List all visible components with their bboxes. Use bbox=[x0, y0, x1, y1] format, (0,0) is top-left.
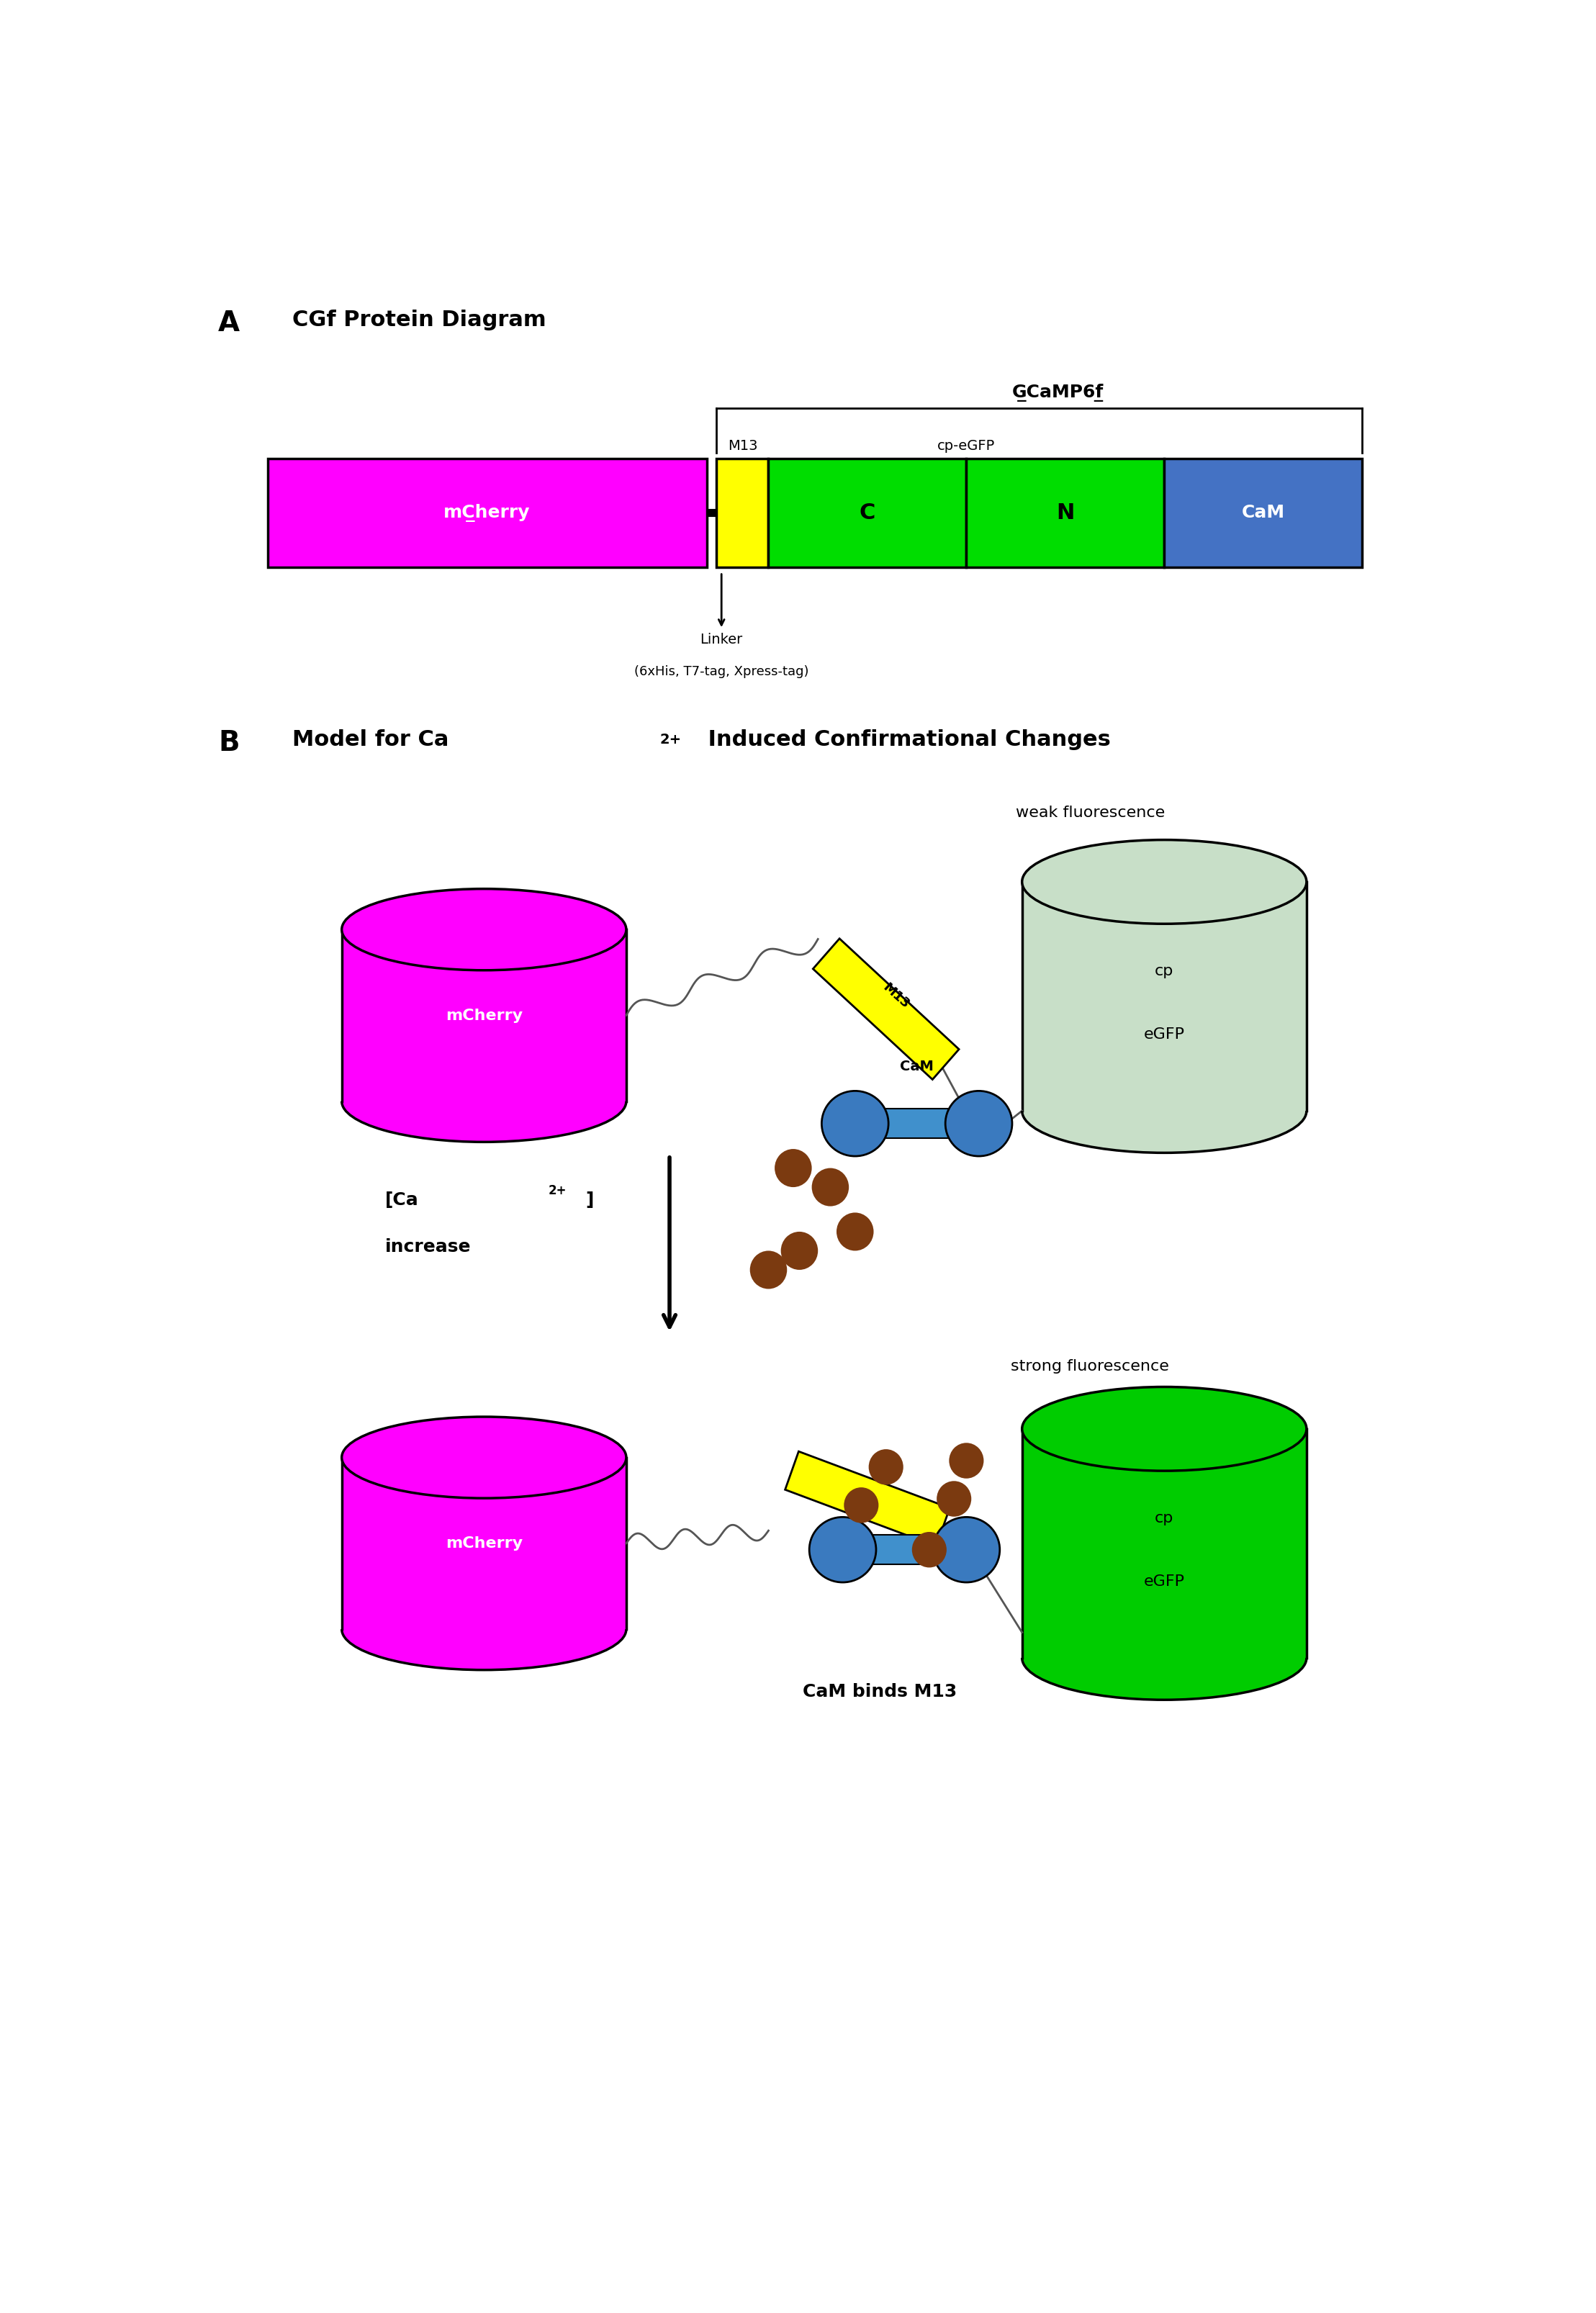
Bar bbox=[1163, 458, 1361, 567]
Text: A: A bbox=[219, 310, 239, 338]
Polygon shape bbox=[342, 1457, 626, 1628]
Text: CaM: CaM bbox=[900, 1059, 934, 1073]
Ellipse shape bbox=[945, 1092, 1012, 1156]
Bar bbox=[268, 458, 707, 567]
Ellipse shape bbox=[934, 1517, 999, 1582]
Ellipse shape bbox=[780, 1231, 819, 1270]
Ellipse shape bbox=[342, 1418, 626, 1499]
Ellipse shape bbox=[844, 1487, 878, 1522]
Bar bbox=[768, 458, 966, 567]
Ellipse shape bbox=[937, 1480, 972, 1517]
Bar bbox=[855, 1108, 978, 1138]
Ellipse shape bbox=[950, 1443, 983, 1478]
Text: B: B bbox=[219, 729, 239, 756]
Polygon shape bbox=[1021, 1429, 1307, 1658]
Text: eGFP: eGFP bbox=[1144, 1575, 1184, 1589]
Ellipse shape bbox=[342, 888, 626, 969]
Text: cp: cp bbox=[1156, 965, 1173, 978]
Text: strong fluorescence: strong fluorescence bbox=[1010, 1360, 1170, 1374]
Ellipse shape bbox=[868, 1450, 903, 1485]
Text: CaM: CaM bbox=[1242, 504, 1285, 520]
Ellipse shape bbox=[774, 1150, 812, 1187]
Polygon shape bbox=[812, 939, 959, 1080]
Text: cp-eGFP: cp-eGFP bbox=[937, 439, 996, 453]
Text: (6xHis, T7-tag, Xpress-tag): (6xHis, T7-tag, Xpress-tag) bbox=[634, 664, 809, 678]
Text: 2+: 2+ bbox=[659, 733, 681, 747]
Text: cp: cp bbox=[1156, 1510, 1173, 1524]
Polygon shape bbox=[342, 930, 626, 1101]
Ellipse shape bbox=[1021, 1069, 1307, 1152]
Ellipse shape bbox=[812, 1168, 849, 1207]
Text: Linker: Linker bbox=[701, 634, 742, 648]
Bar bbox=[966, 458, 1163, 567]
Ellipse shape bbox=[911, 1531, 946, 1568]
Bar bbox=[717, 458, 769, 567]
Ellipse shape bbox=[1021, 840, 1307, 923]
Text: M13: M13 bbox=[879, 981, 911, 1011]
Ellipse shape bbox=[836, 1212, 873, 1251]
Ellipse shape bbox=[342, 1062, 626, 1143]
Text: mCherry: mCherry bbox=[445, 1536, 522, 1550]
Text: N: N bbox=[1057, 502, 1074, 523]
Text: G̲CaMP6f̲: G̲CaMP6f̲ bbox=[1012, 384, 1104, 402]
Text: [Ca: [Ca bbox=[385, 1191, 418, 1207]
Ellipse shape bbox=[750, 1251, 787, 1288]
Polygon shape bbox=[1021, 881, 1307, 1110]
Text: CGf Protein Diagram: CGf Protein Diagram bbox=[292, 310, 546, 331]
Text: CaM binds M13: CaM binds M13 bbox=[803, 1684, 958, 1700]
Text: mC̲herry: mC̲herry bbox=[444, 504, 530, 523]
Text: mCherry: mCherry bbox=[445, 1008, 522, 1022]
Bar bbox=[843, 1536, 967, 1564]
Text: ]: ] bbox=[586, 1191, 594, 1207]
Polygon shape bbox=[785, 1453, 950, 1545]
Ellipse shape bbox=[342, 1589, 626, 1670]
Text: Model for Ca: Model for Ca bbox=[292, 729, 448, 749]
Text: weak fluorescence: weak fluorescence bbox=[1015, 805, 1165, 819]
Ellipse shape bbox=[822, 1092, 889, 1156]
Text: M13: M13 bbox=[728, 439, 758, 453]
Text: Induced Confirmational Changes: Induced Confirmational Changes bbox=[701, 729, 1111, 749]
Ellipse shape bbox=[1021, 1388, 1307, 1471]
Ellipse shape bbox=[1021, 1617, 1307, 1700]
Text: 2+: 2+ bbox=[549, 1184, 567, 1198]
Text: increase: increase bbox=[385, 1237, 471, 1256]
Text: eGFP: eGFP bbox=[1144, 1027, 1184, 1041]
Text: C: C bbox=[859, 502, 876, 523]
Ellipse shape bbox=[809, 1517, 876, 1582]
